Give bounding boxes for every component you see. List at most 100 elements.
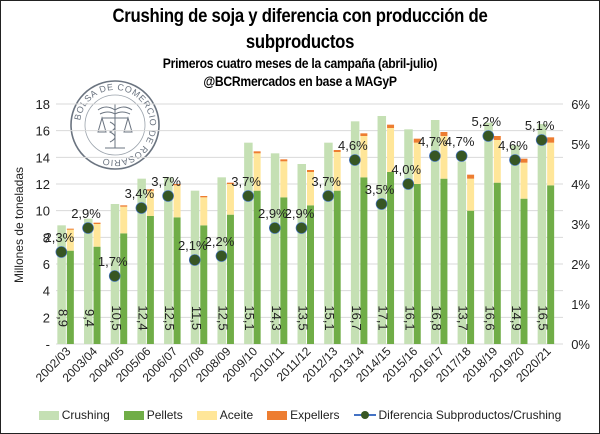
bar-pellets bbox=[547, 185, 555, 344]
bar-expellers bbox=[520, 158, 528, 163]
data-label-ratio: 5,2% bbox=[471, 114, 501, 129]
bar-aceite bbox=[333, 152, 341, 191]
y2-tick-label: 5% bbox=[571, 137, 590, 152]
bar-pellets bbox=[66, 250, 74, 344]
bar-crushing bbox=[457, 161, 467, 344]
bar-crushing bbox=[297, 164, 306, 344]
data-label-crushing: 16,5 bbox=[536, 305, 551, 330]
data-label-ratio: 2,9% bbox=[285, 206, 315, 221]
bar-aceite bbox=[547, 142, 555, 186]
bar-crushing bbox=[270, 153, 280, 344]
data-label-crushing: 12,4 bbox=[135, 305, 150, 330]
ratio-point bbox=[482, 130, 495, 142]
bar-crushing bbox=[137, 178, 146, 344]
bar-aceite bbox=[440, 136, 448, 179]
bar-expellers bbox=[413, 138, 421, 143]
ratio-point bbox=[108, 270, 121, 282]
data-label-crushing: 10,5 bbox=[109, 305, 124, 330]
data-label-ratio: 4,6% bbox=[338, 138, 368, 153]
bar-crushing bbox=[324, 142, 333, 344]
bar-expellers bbox=[387, 124, 395, 128]
bcr-logo: BOLSA DE COMERCIO DE ROSARIO bbox=[70, 80, 160, 170]
y-tick-label: 16 bbox=[36, 124, 50, 139]
bar-pellets bbox=[200, 225, 208, 344]
chart-subtitle: Primeros cuatro meses de la campaña (abr… bbox=[162, 56, 438, 71]
ratio-point bbox=[188, 254, 201, 266]
data-label-crushing: 16,1 bbox=[402, 305, 417, 330]
data-label-ratio: 3,7% bbox=[311, 174, 341, 189]
data-label-crushing: 17,1 bbox=[376, 305, 391, 330]
bar-crushing bbox=[377, 116, 387, 344]
data-label-crushing: 14,3 bbox=[269, 305, 284, 330]
bar-expellers bbox=[173, 184, 181, 186]
ratio-point bbox=[162, 190, 174, 202]
bar-pellets bbox=[333, 190, 341, 344]
bar-expellers bbox=[253, 151, 261, 154]
data-label-crushing: 13,5 bbox=[296, 305, 311, 330]
bar-aceite bbox=[253, 153, 261, 191]
ratio-point bbox=[82, 222, 94, 234]
data-label-ratio: 2,9% bbox=[258, 206, 288, 221]
data-label-crushing: 12,5 bbox=[216, 305, 231, 330]
bar-crushing bbox=[57, 225, 66, 344]
chart-source: @BCRmercados en base a MAGyP bbox=[203, 74, 397, 89]
ratio-point bbox=[429, 150, 441, 162]
bar-expellers bbox=[120, 205, 128, 207]
caduceus-scales-icon bbox=[97, 104, 133, 149]
bar-aceite bbox=[520, 162, 528, 199]
bar-pellets bbox=[520, 198, 528, 344]
ratio-point bbox=[322, 190, 334, 202]
y2-tick-label: 2% bbox=[571, 257, 590, 272]
bar-pellets bbox=[173, 217, 181, 344]
bar-aceite bbox=[120, 206, 128, 234]
bar-aceite bbox=[200, 197, 208, 226]
data-label-crushing: 12,5 bbox=[162, 305, 177, 330]
data-label-crushing: 11,5 bbox=[189, 306, 204, 330]
bar-crushing bbox=[484, 122, 493, 345]
y-tick-label: 6 bbox=[43, 257, 50, 272]
bar-pellets bbox=[467, 210, 475, 344]
data-label-ratio: 4,7% bbox=[445, 134, 475, 149]
bar-crushing bbox=[244, 142, 253, 344]
bar-expellers bbox=[93, 222, 101, 224]
legend-swatch-diferencia bbox=[353, 409, 376, 421]
ratio-point bbox=[215, 250, 228, 262]
bar-aceite bbox=[360, 136, 368, 178]
bar-expellers bbox=[333, 150, 341, 152]
chart-title-line1: Crushing de soja y diferencia con produc… bbox=[112, 6, 488, 27]
data-label-crushing: 14,9 bbox=[509, 305, 524, 330]
bar-expellers bbox=[280, 159, 288, 162]
data-label-ratio: 3,7% bbox=[151, 174, 181, 189]
bar-expellers bbox=[307, 170, 314, 172]
bar-pellets bbox=[146, 216, 154, 344]
data-label-crushing: 13,7 bbox=[456, 305, 471, 330]
y2-tick-label: 6% bbox=[571, 97, 590, 112]
y-tick-label: 10 bbox=[36, 204, 50, 219]
chart-legend: Crushing Pellets Aceite Expellers Difere… bbox=[0, 408, 600, 422]
ratio-point bbox=[269, 222, 281, 234]
bar-aceite bbox=[173, 185, 181, 218]
data-label-ratio: 2,1% bbox=[178, 238, 208, 253]
bar-pellets bbox=[120, 233, 128, 344]
legend-item-diferencia: Diferencia Subproductos/Crushing bbox=[353, 408, 562, 422]
bar-crushing bbox=[404, 129, 413, 344]
legend-swatch-expellers bbox=[267, 410, 288, 420]
data-label-ratio: 2,2% bbox=[205, 234, 235, 249]
data-label-crushing: 16,8 bbox=[429, 305, 444, 330]
bar-crushing bbox=[430, 120, 440, 344]
bar-expellers bbox=[440, 132, 448, 136]
bar-pellets bbox=[360, 177, 368, 344]
ratio-point bbox=[55, 246, 68, 258]
y-tick-label: 2 bbox=[43, 310, 50, 325]
y-tick-label: 12 bbox=[36, 177, 50, 192]
legend-item-crushing: Crushing bbox=[38, 408, 110, 422]
legend-label-diferencia: Diferencia Subproductos/Crushing bbox=[378, 408, 562, 422]
bar-pellets bbox=[226, 214, 234, 344]
data-label-ratio: 4,7% bbox=[418, 134, 448, 149]
y-tick-label: 8 bbox=[43, 230, 50, 245]
data-label-crushing: 16,6 bbox=[482, 305, 497, 330]
data-label-crushing: 16,7 bbox=[349, 305, 364, 330]
bar-aceite bbox=[93, 224, 101, 247]
bar-crushing bbox=[190, 190, 200, 344]
y2-tick-label: 1% bbox=[571, 297, 590, 312]
